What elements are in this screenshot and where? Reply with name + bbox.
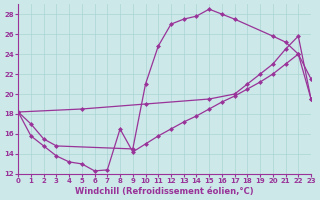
X-axis label: Windchill (Refroidissement éolien,°C): Windchill (Refroidissement éolien,°C) xyxy=(75,187,254,196)
